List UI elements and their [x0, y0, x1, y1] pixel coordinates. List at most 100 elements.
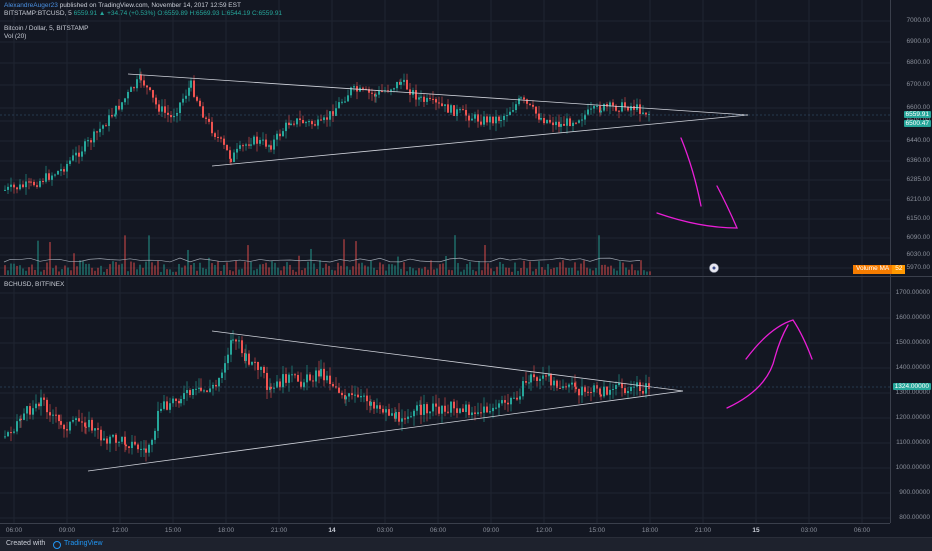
bch-chart-canvas[interactable]: [0, 277, 890, 523]
bch-candle: [279, 381, 281, 388]
bch-candle: [97, 428, 99, 430]
bch-candle: [218, 378, 220, 387]
volume-bar: [379, 262, 381, 275]
volume-bar: [100, 265, 102, 275]
bch-candle: [52, 414, 54, 416]
volume-bar: [544, 269, 546, 275]
volume-bar: [220, 270, 222, 275]
volume-bar: [466, 264, 468, 275]
btc-candle: [471, 118, 473, 121]
btc-candle: [456, 109, 458, 116]
btc-candle: [182, 98, 184, 103]
btc-price-axis[interactable]: 7000.00 6900.00 6800.00 6700.00 6600.00 6500.…: [890, 0, 932, 276]
bch-candle: [157, 410, 159, 431]
time-tick-label: 18:00: [217, 527, 235, 534]
bch-candle: [480, 412, 482, 414]
bch-candle: [501, 400, 503, 404]
btc-chart-canvas[interactable]: [0, 0, 890, 276]
volume-bar: [295, 271, 297, 275]
bch-price-pane[interactable]: [0, 277, 890, 523]
bch-candle: [351, 393, 353, 395]
btc-candle: [523, 97, 525, 100]
volume-bar: [649, 271, 651, 275]
btc-price-pane[interactable]: [0, 0, 890, 276]
btc-candle: [543, 118, 545, 124]
btc-candle: [290, 123, 292, 126]
volume-bar: [109, 264, 111, 275]
annotation-arrow-up: [726, 324, 789, 409]
bch-candle: [536, 377, 538, 381]
btc-candle: [506, 115, 508, 117]
time-axis[interactable]: 06:00 09:00 12:00 15:00 18:00 21:00 14 03:00 06:…: [0, 523, 890, 538]
volume-bar: [556, 267, 558, 275]
btc-candle: [81, 151, 83, 157]
bch-candle: [581, 386, 583, 396]
btc-candle: [60, 169, 62, 172]
volume-ma-label: Volume MA: [853, 265, 893, 274]
series-title: Bitcoin / Dollar, 5, BITSTAMP: [4, 25, 89, 32]
pane-divider[interactable]: [0, 276, 932, 277]
bch-candle: [550, 373, 552, 386]
btc-candle: [390, 89, 392, 92]
bch-candle: [40, 397, 42, 407]
volume-bar: [550, 269, 552, 275]
btc-candle: [84, 141, 86, 152]
bch-candle: [238, 340, 240, 342]
btc-candle: [549, 119, 551, 123]
btc-candle: [4, 189, 6, 191]
price-tick-label: 6090.00: [906, 234, 931, 241]
btc-candle: [273, 139, 275, 150]
volume-bar: [607, 266, 609, 275]
volume-bar: [415, 270, 417, 275]
price-tick-label: 6285.00: [906, 176, 931, 183]
bch-candle: [474, 412, 476, 414]
btc-candle: [259, 140, 261, 144]
bch-candle: [294, 374, 296, 376]
btc-candle: [108, 114, 110, 126]
volume-bar: [478, 261, 480, 275]
btc-candle: [152, 90, 154, 98]
bch-candle: [251, 361, 253, 365]
btc-candle: [190, 80, 192, 88]
bch-candle: [416, 405, 418, 411]
btc-candle: [532, 104, 534, 107]
volume-bar: [469, 261, 471, 275]
tradingview-brand-link[interactable]: TradingView: [64, 540, 103, 547]
bch-candle: [128, 446, 130, 449]
btc-candle: [409, 89, 411, 95]
btc-candle: [323, 117, 325, 121]
bch-candle: [288, 374, 290, 383]
bch-price-axis[interactable]: 1700.00000 1600.00000 1500.00000 1400.00000…: [890, 277, 932, 523]
volume-bar: [601, 264, 603, 275]
volume-bar: [352, 266, 354, 275]
volume-bar: [331, 269, 333, 275]
volume-bar: [127, 271, 129, 275]
footer-bar: Created with TradingView: [0, 537, 932, 551]
author-link[interactable]: AlexandreAuger23: [4, 2, 58, 9]
btc-candle: [13, 184, 15, 188]
btc-candle: [520, 97, 522, 99]
volume-bar: [46, 262, 48, 275]
volume-bar: [637, 270, 639, 275]
volume-bar: [619, 261, 621, 275]
time-tick-label: 06:00: [853, 527, 871, 534]
volume-bar: [283, 266, 285, 275]
time-tick-label: 21:00: [270, 527, 288, 534]
bch-candle: [587, 391, 589, 393]
btc-candle: [512, 110, 514, 112]
btc-candle: [326, 117, 328, 120]
btc-candle: [600, 110, 602, 113]
volume-bar: [43, 269, 45, 275]
settings-icon[interactable]: [708, 263, 720, 273]
btc-candle: [311, 121, 313, 125]
volume-ma-line: [3, 257, 641, 263]
btc-candle: [185, 95, 187, 99]
volume-bar: [400, 268, 402, 275]
btc-candle: [48, 173, 50, 180]
bch-candle: [354, 394, 356, 396]
bch-candle: [456, 408, 458, 413]
bch-candle: [263, 366, 265, 373]
volume-bar: [145, 261, 147, 275]
btc-candle: [483, 116, 485, 125]
volume-bar: [385, 270, 387, 275]
